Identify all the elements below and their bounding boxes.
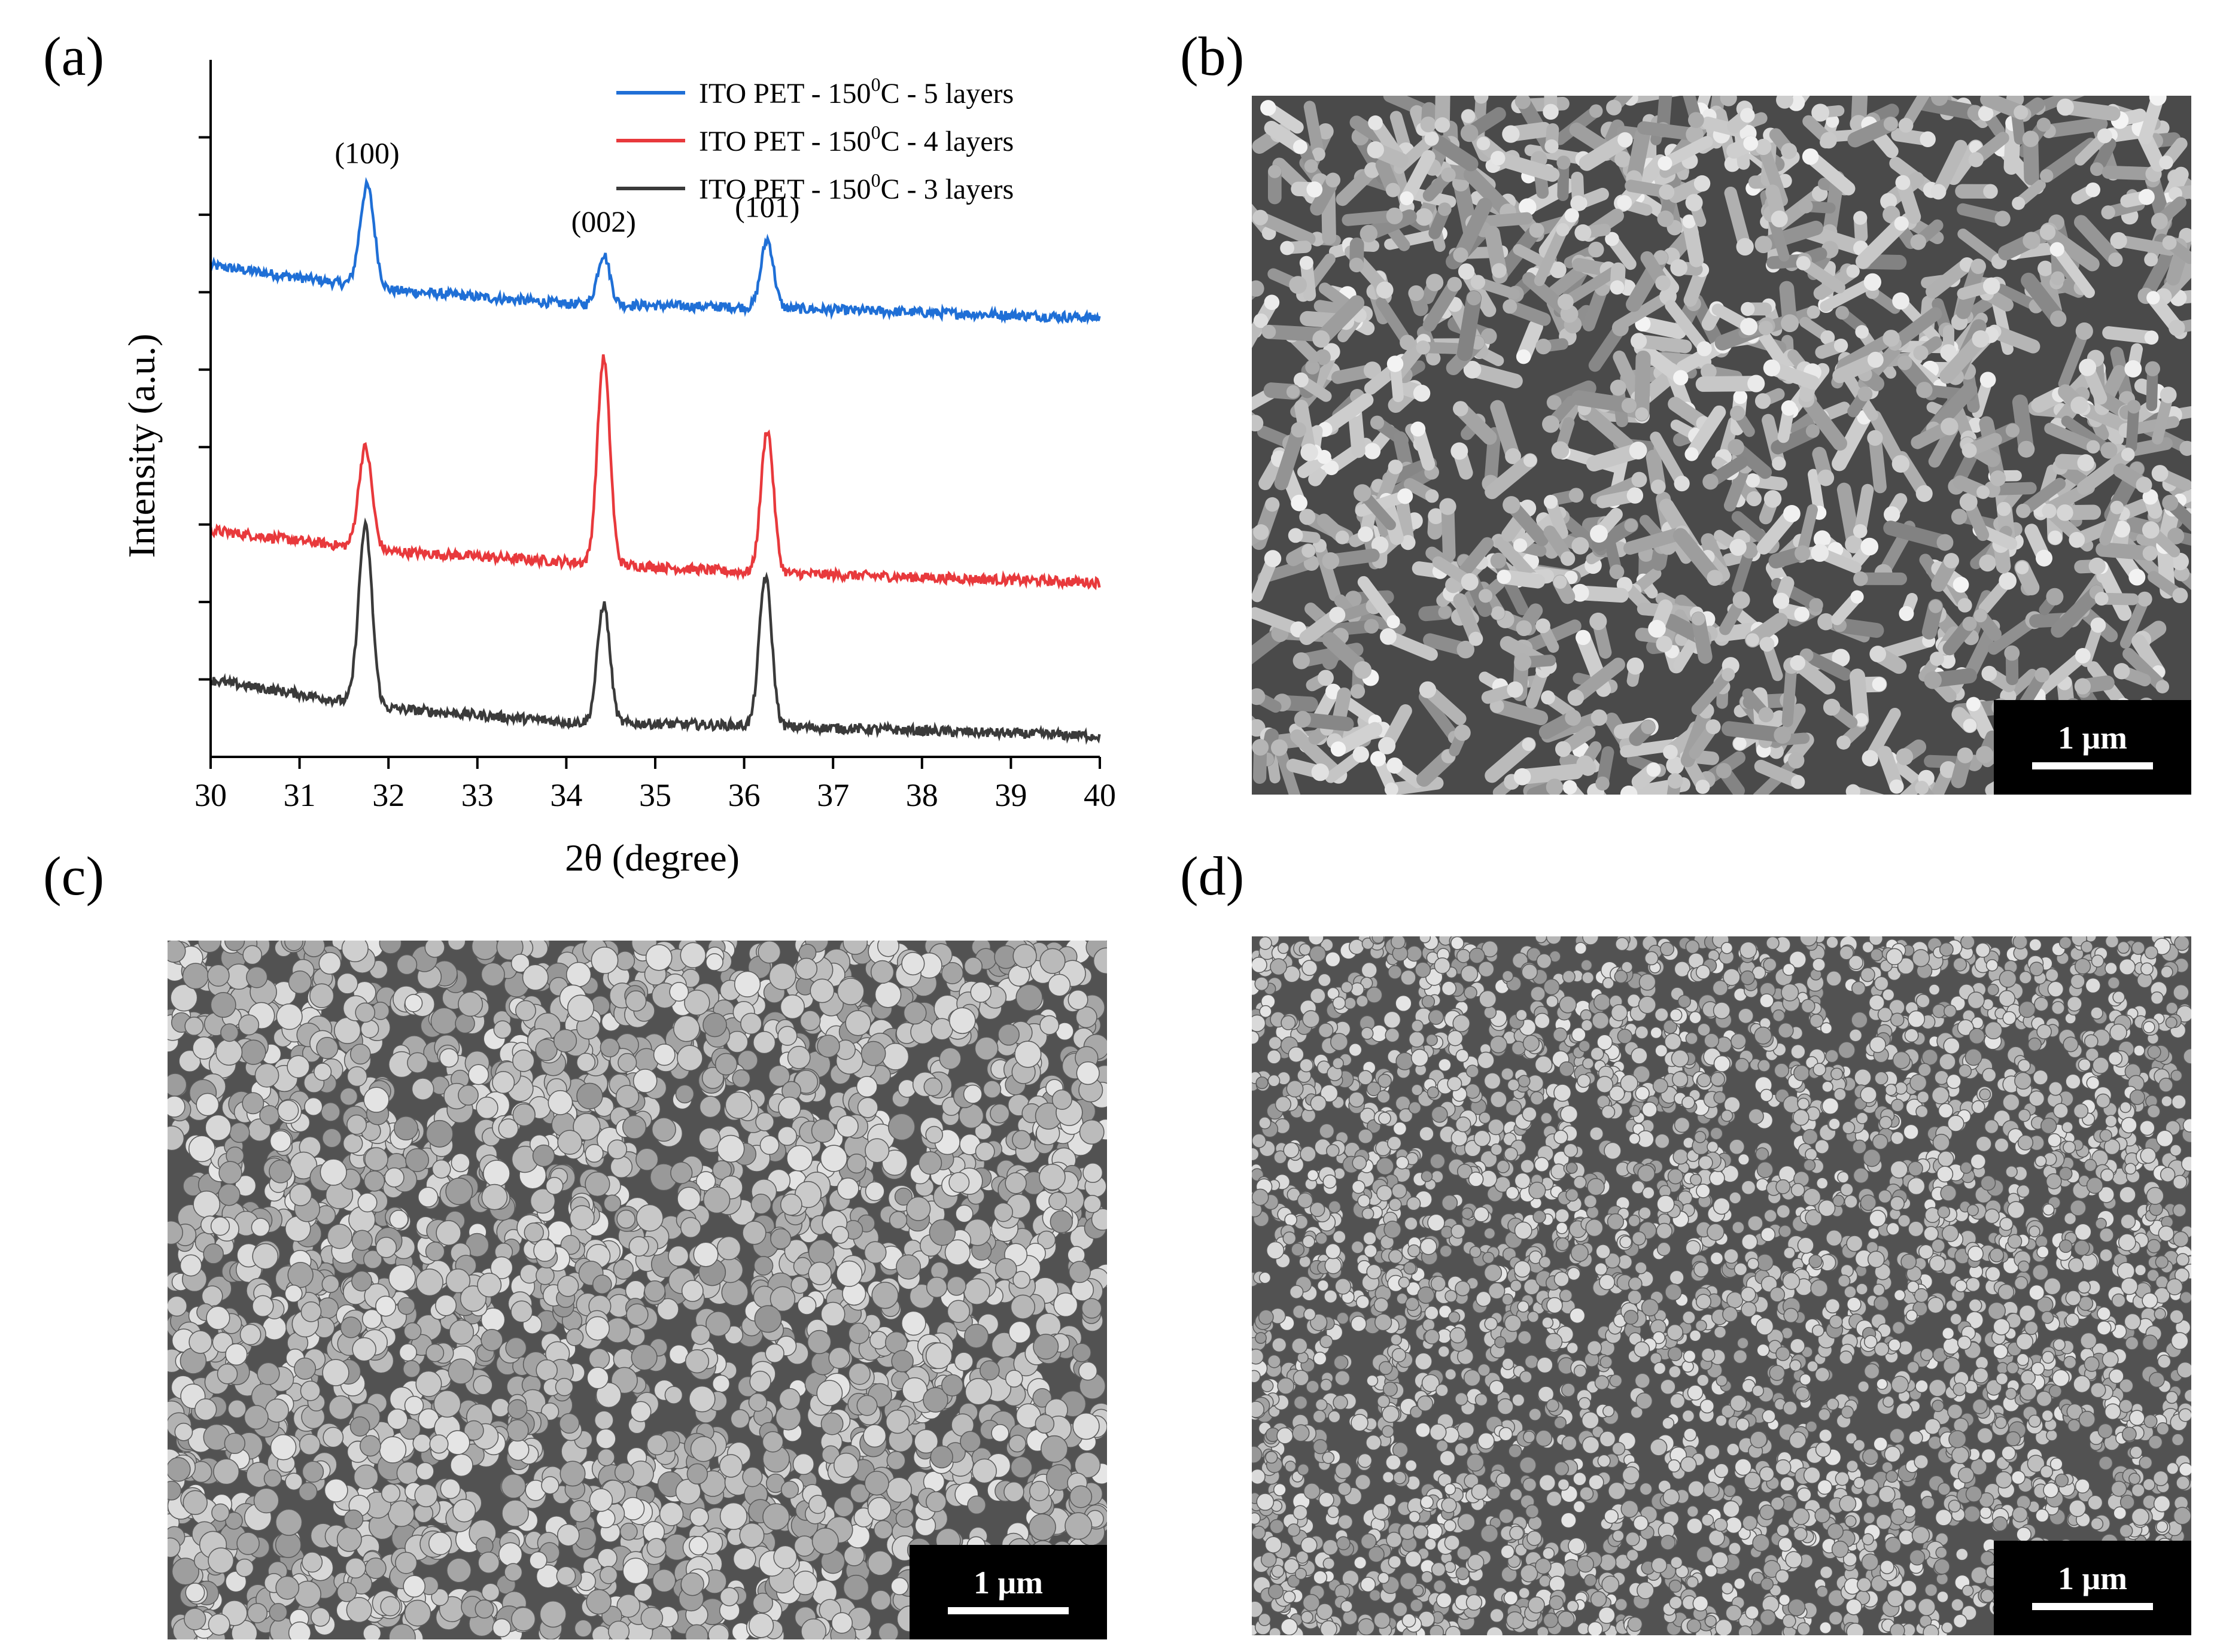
x-tick-label-34: 34 (550, 777, 582, 813)
peak-label-3: (101) (735, 190, 799, 224)
series-group (209, 177, 1101, 746)
sem-image-b: 1 μm (1252, 96, 2191, 795)
x-tick-label-37: 37 (817, 777, 849, 813)
x-tick-label-35: 35 (639, 777, 671, 813)
legend-label-1: ITO PET - 1500C - 5 layers (699, 74, 1014, 109)
panel-label-d: (d) (1180, 845, 1245, 906)
sem-image-d: 1 μm (1252, 936, 2191, 1635)
scale-bar-b: 1 μm (1994, 700, 2191, 795)
x-tick-label-40: 40 (1084, 777, 1116, 813)
x-tick-label-39: 39 (995, 777, 1027, 813)
scale-bar-c: 1 μm (910, 1545, 1107, 1639)
scale-bar-label-b: 1 μm (2057, 720, 2128, 756)
sem-texture-b (1252, 96, 2191, 795)
scale-bar-label-d: 1 μm (2057, 1560, 2128, 1596)
legend-label-2: ITO PET - 1500C - 4 layers (699, 121, 1014, 157)
panel-label-c: (c) (43, 845, 105, 906)
series-line-1 (209, 177, 1101, 325)
y-axis-label: Intensity (a.u.) (120, 334, 163, 558)
legend-label-3: ITO PET - 1500C - 3 layers (699, 169, 1014, 205)
panel-label-a: (a) (43, 26, 105, 87)
scale-bar-line-c (948, 1607, 1069, 1614)
scale-bar-line-b (2032, 762, 2153, 769)
scale-bar-d: 1 μm (1994, 1541, 2191, 1635)
x-tick-label-30: 30 (194, 777, 227, 813)
peak-label-2: (002) (571, 205, 636, 238)
panel-label-b: (b) (1180, 26, 1245, 87)
series-line-3 (209, 517, 1101, 746)
scale-bar-line-d (2032, 1603, 2153, 1610)
scale-bar-label-c: 1 μm (973, 1565, 1044, 1601)
peak-label-1: (100) (334, 136, 399, 170)
axes: 30 31 32 33 34 35 36 37 38 39 40 (194, 60, 1116, 813)
sem-image-c: 1 μm (168, 941, 1107, 1639)
sem-texture-c (168, 941, 1107, 1639)
legend: ITO PET - 1500C - 5 layers ITO PET - 1500… (616, 74, 1014, 205)
x-axis-label: 2θ (degree) (565, 836, 740, 879)
series-line-2 (209, 354, 1101, 591)
x-tick-label-33: 33 (461, 777, 494, 813)
x-tick-label-32: 32 (372, 777, 405, 813)
x-tick-label-36: 36 (728, 777, 761, 813)
peak-annotations: (100) (002) (101) (334, 136, 799, 238)
x-tick-label-38: 38 (906, 777, 938, 813)
sem-texture-d (1252, 936, 2191, 1635)
x-tick-label-31: 31 (284, 777, 316, 813)
